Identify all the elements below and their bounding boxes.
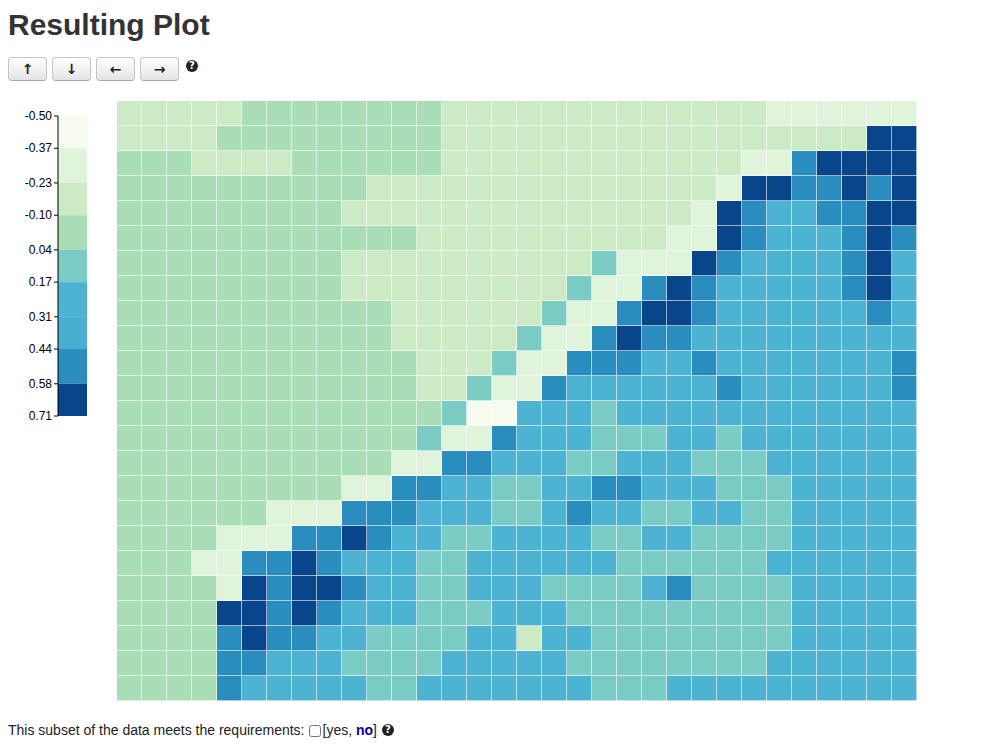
html-text:Resulting Plot: Resulting Plot bbox=[8, 8, 210, 41]
svg-text:-0.37: -0.37 bbox=[25, 141, 53, 155]
svg-text:0.31: 0.31 bbox=[29, 310, 53, 324]
html-text:[yes, no]: [yes, no] bbox=[322, 722, 377, 738]
svg-text:0.71: 0.71 bbox=[29, 409, 53, 423]
svg-text:0.17: 0.17 bbox=[29, 275, 53, 289]
svg-text:-0.23: -0.23 bbox=[25, 176, 53, 190]
svg-text:0.44: 0.44 bbox=[29, 342, 53, 356]
svg-text:-0.10: -0.10 bbox=[25, 208, 53, 222]
html-text:This subset of the data meets: This subset of the data meets the requir… bbox=[8, 722, 305, 738]
svg-text:0.58: 0.58 bbox=[29, 377, 53, 391]
svg-text:0.04: 0.04 bbox=[29, 243, 53, 257]
svg-text:-0.50: -0.50 bbox=[25, 109, 53, 123]
